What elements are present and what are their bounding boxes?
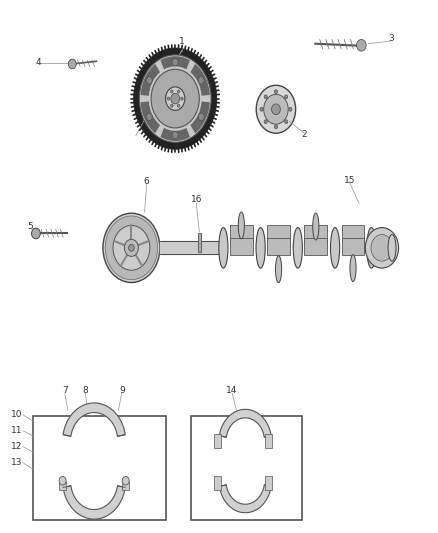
FancyBboxPatch shape (304, 238, 327, 255)
Circle shape (170, 90, 173, 93)
Circle shape (122, 477, 129, 485)
Polygon shape (63, 403, 125, 437)
Text: 5: 5 (27, 222, 33, 231)
Circle shape (264, 94, 288, 124)
Circle shape (180, 97, 183, 100)
Circle shape (264, 95, 267, 99)
FancyBboxPatch shape (265, 475, 272, 489)
Circle shape (129, 245, 134, 251)
FancyBboxPatch shape (267, 225, 290, 243)
Circle shape (151, 69, 199, 128)
Circle shape (105, 216, 158, 280)
Ellipse shape (331, 228, 339, 268)
Circle shape (256, 85, 296, 133)
Circle shape (170, 104, 173, 107)
Circle shape (103, 213, 160, 282)
Text: 16: 16 (191, 196, 202, 204)
Circle shape (139, 55, 211, 142)
Circle shape (264, 120, 267, 124)
Wedge shape (141, 101, 160, 133)
Circle shape (365, 228, 399, 268)
Wedge shape (191, 64, 210, 96)
Ellipse shape (388, 235, 396, 261)
Text: 4: 4 (36, 59, 41, 67)
Circle shape (289, 107, 292, 111)
Circle shape (124, 239, 138, 256)
Ellipse shape (238, 212, 244, 239)
Text: 15: 15 (344, 176, 355, 184)
Circle shape (68, 59, 76, 69)
Circle shape (285, 95, 288, 99)
Ellipse shape (367, 228, 376, 268)
FancyBboxPatch shape (265, 434, 272, 448)
Bar (122, 482, 129, 490)
Circle shape (274, 125, 278, 129)
Text: 3: 3 (388, 35, 394, 43)
Circle shape (113, 225, 150, 270)
Text: 8: 8 (82, 386, 88, 394)
Text: 12: 12 (11, 442, 22, 451)
Ellipse shape (256, 228, 265, 268)
Polygon shape (63, 486, 125, 519)
Bar (33, 416, 166, 520)
Circle shape (171, 93, 180, 104)
Circle shape (177, 90, 180, 93)
Circle shape (285, 120, 288, 124)
FancyBboxPatch shape (342, 238, 364, 255)
Text: 11: 11 (11, 426, 22, 435)
Text: 13: 13 (11, 458, 22, 467)
Circle shape (167, 97, 170, 100)
Bar (198, 233, 201, 252)
Wedge shape (160, 56, 190, 69)
Circle shape (146, 77, 152, 84)
Circle shape (371, 235, 393, 261)
Circle shape (260, 107, 263, 111)
Wedge shape (191, 101, 210, 133)
Ellipse shape (219, 228, 228, 268)
Wedge shape (160, 128, 190, 141)
Ellipse shape (293, 228, 302, 268)
Circle shape (32, 228, 40, 239)
Ellipse shape (276, 256, 282, 282)
Ellipse shape (350, 255, 356, 281)
FancyBboxPatch shape (230, 238, 253, 255)
Circle shape (134, 48, 217, 149)
Circle shape (198, 77, 204, 84)
FancyBboxPatch shape (214, 434, 221, 448)
FancyBboxPatch shape (304, 225, 327, 243)
Text: 6: 6 (144, 177, 150, 185)
Circle shape (172, 132, 178, 139)
Circle shape (357, 39, 366, 51)
Circle shape (198, 113, 204, 120)
Polygon shape (219, 409, 271, 437)
FancyBboxPatch shape (214, 475, 221, 489)
Wedge shape (141, 64, 160, 96)
Circle shape (59, 477, 66, 485)
Polygon shape (219, 485, 271, 513)
Text: 7: 7 (62, 386, 68, 394)
Text: 2: 2 (302, 130, 307, 139)
Text: 1: 1 (179, 37, 185, 46)
Text: 14: 14 (226, 386, 238, 394)
Circle shape (172, 59, 178, 66)
Bar (191, 416, 302, 520)
FancyBboxPatch shape (267, 238, 290, 255)
Bar (59, 482, 66, 490)
Circle shape (166, 87, 185, 110)
Ellipse shape (313, 213, 319, 240)
Circle shape (272, 104, 280, 115)
Text: 9: 9 (119, 386, 125, 394)
Circle shape (146, 113, 152, 120)
FancyBboxPatch shape (230, 225, 253, 243)
Text: 10: 10 (11, 410, 22, 419)
Circle shape (274, 90, 278, 94)
Circle shape (177, 104, 180, 107)
FancyBboxPatch shape (342, 225, 364, 243)
